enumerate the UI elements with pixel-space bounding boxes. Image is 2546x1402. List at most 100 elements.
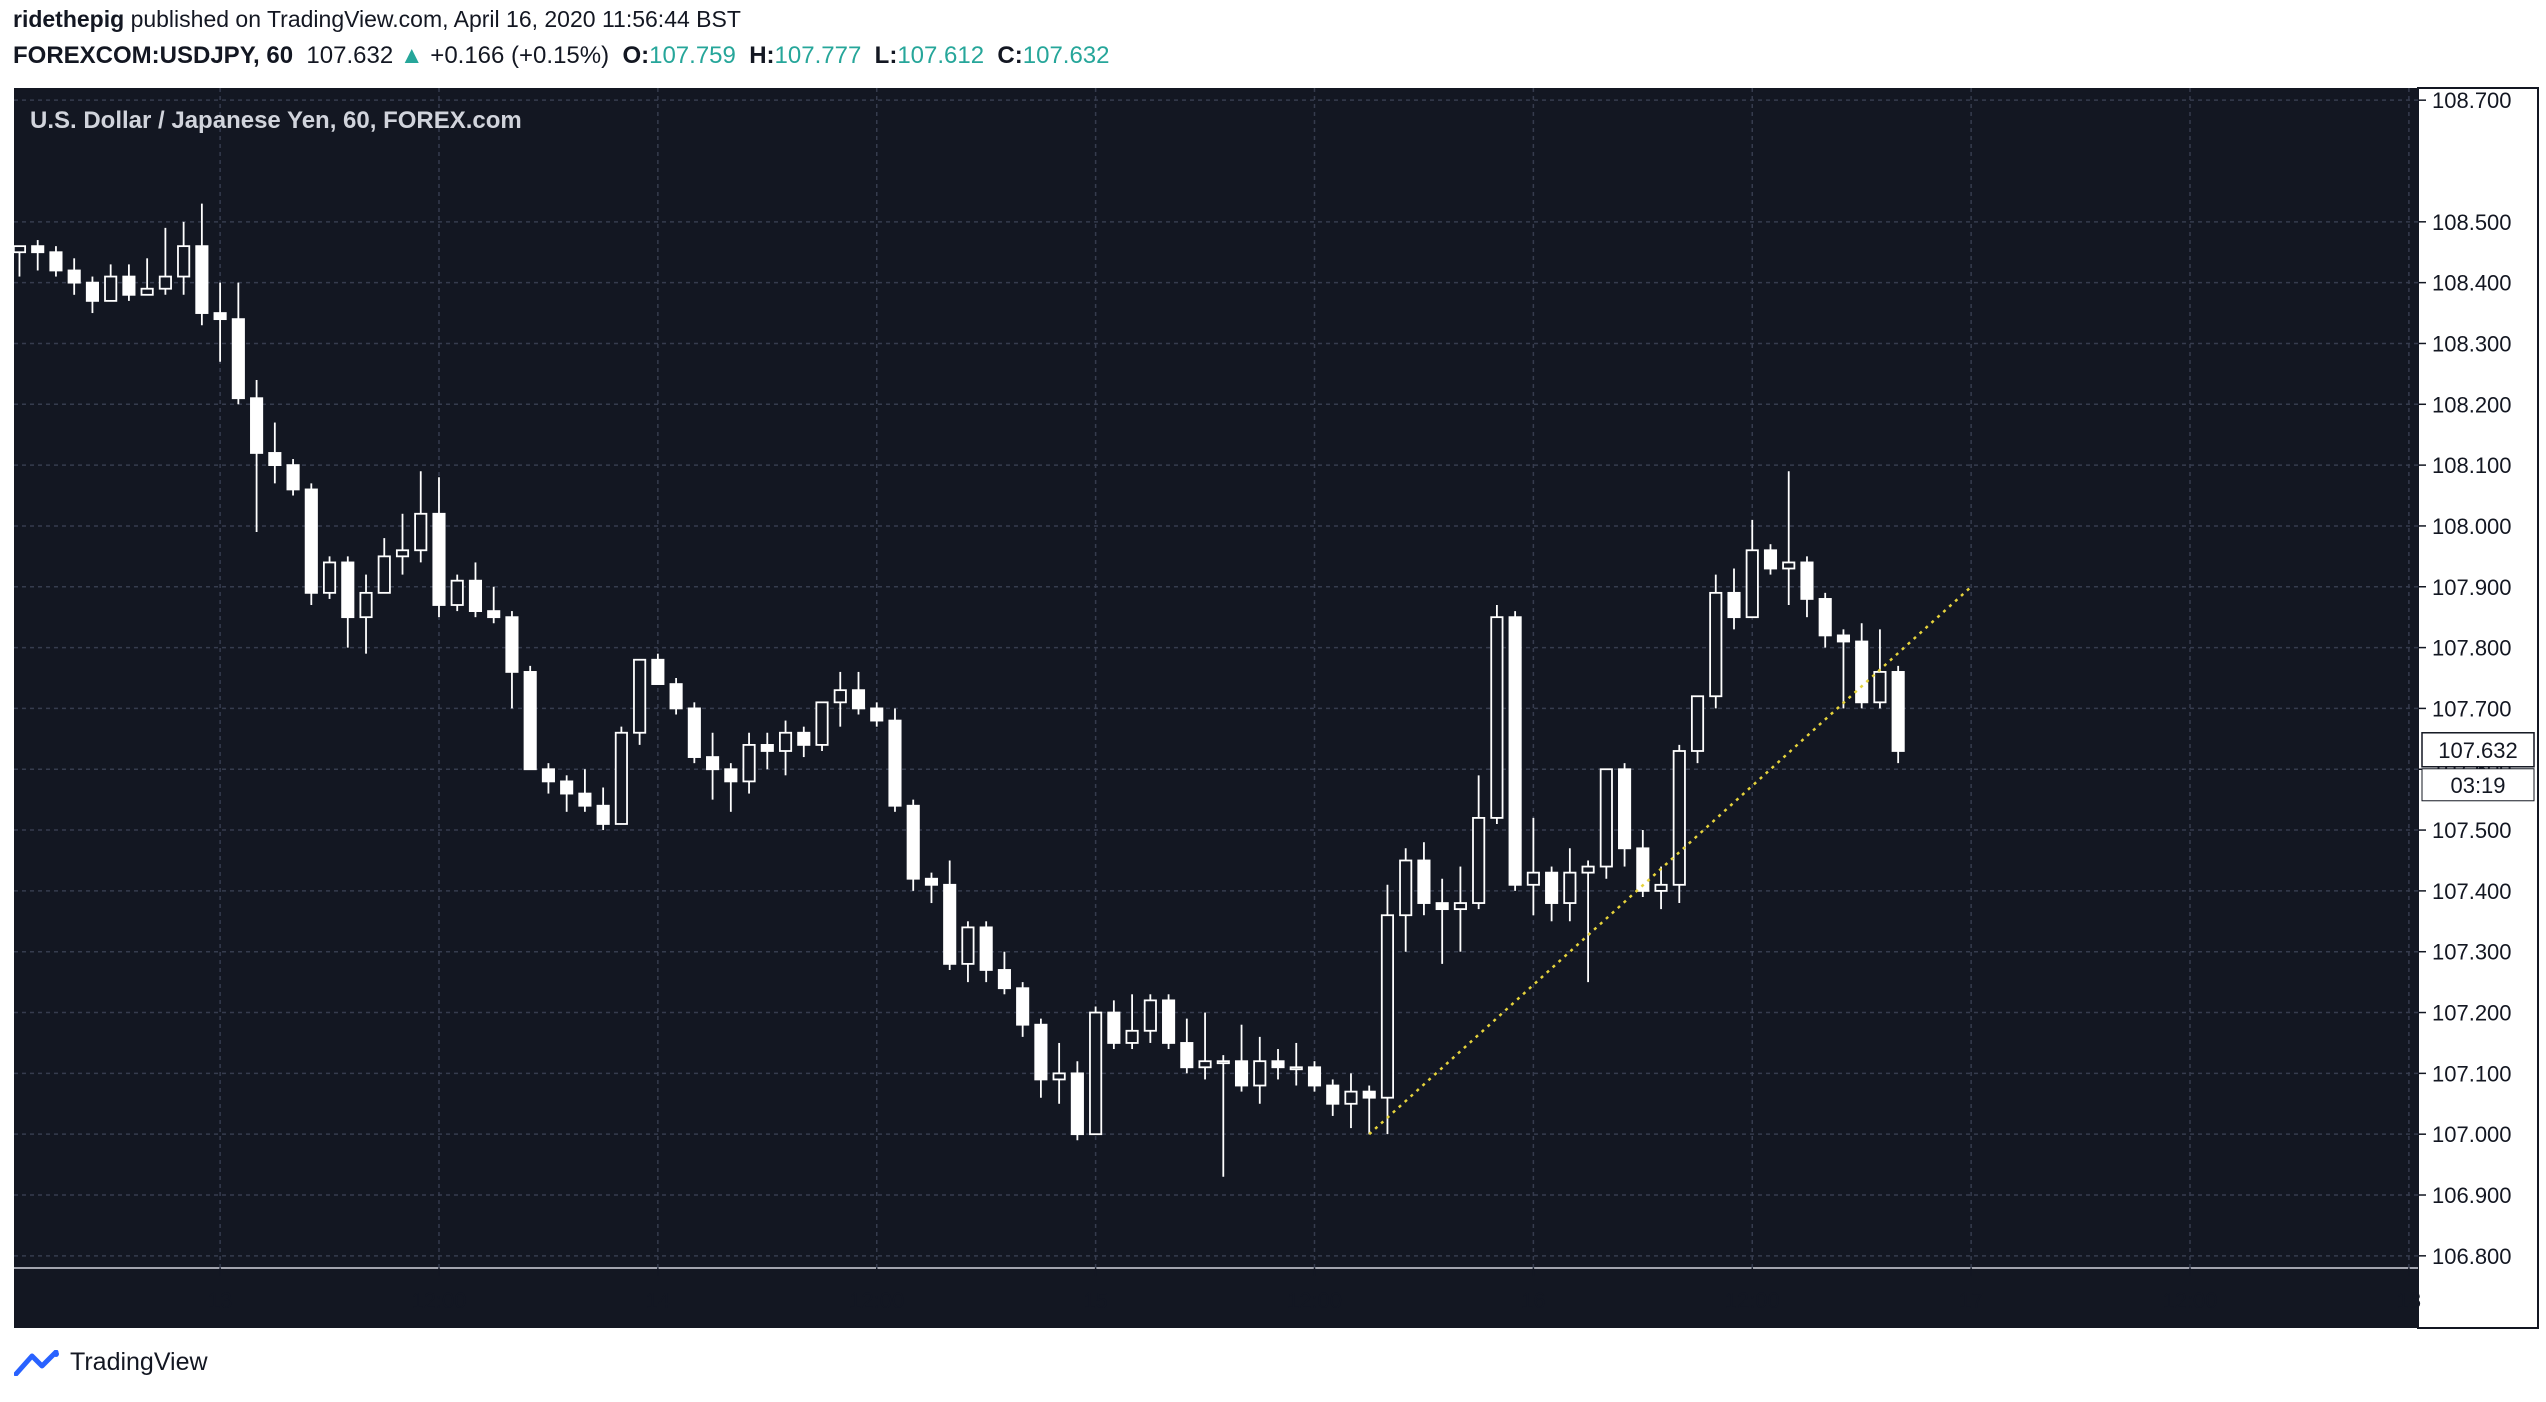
candle-body-up bbox=[1472, 816, 1486, 904]
candle bbox=[1399, 848, 1413, 952]
last-price: 107.632 bbox=[306, 42, 394, 69]
candle-body-up bbox=[1198, 1060, 1212, 1069]
candle bbox=[395, 513, 410, 575]
candle-body-down bbox=[49, 251, 63, 272]
close-value: 107.632 bbox=[1022, 42, 1110, 69]
candle-body-up bbox=[140, 287, 154, 296]
candle bbox=[1143, 994, 1157, 1043]
candle-body-up bbox=[1490, 616, 1504, 819]
candle-body-down bbox=[341, 561, 355, 619]
candle bbox=[1891, 665, 1905, 764]
candle-body-down bbox=[1727, 591, 1741, 619]
candles bbox=[12, 203, 1905, 1177]
candle-body-down bbox=[468, 579, 483, 612]
time-tick-label: 14 bbox=[646, 1288, 670, 1313]
candle bbox=[1016, 982, 1030, 1037]
price-tick-label: 108.500 bbox=[2432, 210, 2512, 235]
tradingview-brand[interactable]: TradingView bbox=[14, 1348, 208, 1377]
author-name[interactable]: ridethepig bbox=[13, 6, 125, 32]
candle-body-up bbox=[450, 579, 464, 606]
candle bbox=[1563, 848, 1577, 922]
close-label: C: bbox=[997, 42, 1023, 69]
candle-body-up bbox=[1089, 1011, 1103, 1136]
time-tick-label: 12:00 bbox=[849, 1288, 904, 1313]
candle bbox=[1745, 519, 1759, 619]
candle bbox=[322, 556, 337, 599]
candle bbox=[742, 732, 756, 794]
candle bbox=[1472, 775, 1486, 910]
candle-body-down bbox=[487, 610, 501, 619]
candle-body-down bbox=[760, 744, 774, 752]
price-tick-label: 107.400 bbox=[2432, 879, 2512, 904]
candle bbox=[341, 556, 355, 648]
candle bbox=[1727, 568, 1741, 630]
candle-body-up bbox=[1709, 591, 1723, 698]
candle bbox=[1690, 695, 1705, 764]
price-tick-label: 108.000 bbox=[2432, 514, 2512, 539]
candle bbox=[1709, 574, 1723, 709]
candle bbox=[1180, 1018, 1194, 1074]
candle-body-up bbox=[1526, 871, 1540, 886]
candle-body-down bbox=[85, 281, 99, 302]
time-tick-label: 18 bbox=[2397, 1288, 2421, 1313]
candle-body-down bbox=[1271, 1060, 1285, 1069]
symbol-label: FOREXCOM:USDJPY, 60 bbox=[13, 42, 294, 69]
candle bbox=[158, 227, 172, 295]
last-price-label: 107.632 bbox=[2438, 738, 2518, 763]
candle-body-up bbox=[742, 744, 756, 783]
candle-body-up bbox=[414, 512, 428, 552]
candle bbox=[961, 921, 975, 983]
candle bbox=[1198, 1012, 1212, 1080]
candle bbox=[304, 483, 318, 606]
candle bbox=[870, 702, 884, 727]
candle bbox=[195, 203, 209, 326]
candle bbox=[1070, 1061, 1084, 1141]
candle-body-up bbox=[833, 689, 847, 704]
candle-body-up bbox=[633, 658, 647, 734]
price-axis[interactable] bbox=[2417, 87, 2539, 1329]
candle-body-down bbox=[870, 707, 884, 722]
candle-body-down bbox=[1362, 1090, 1376, 1099]
candle-body-down bbox=[596, 804, 610, 825]
candle-body-down bbox=[578, 792, 592, 807]
candle-body-down bbox=[1836, 634, 1851, 643]
candle-body-up bbox=[322, 561, 337, 594]
candle bbox=[1417, 842, 1431, 916]
candle-body-down bbox=[1763, 549, 1778, 570]
candle bbox=[67, 258, 81, 295]
candle bbox=[979, 921, 993, 983]
candle-body-up bbox=[1654, 883, 1668, 892]
candle-body-up bbox=[1253, 1060, 1267, 1087]
candle bbox=[1089, 1006, 1103, 1136]
time-tick-label: 17 bbox=[1959, 1288, 1983, 1313]
open-label: O: bbox=[622, 42, 650, 69]
price-tick-label: 106.800 bbox=[2432, 1244, 2512, 1269]
price-tick-label: 107.100 bbox=[2432, 1061, 2512, 1086]
candle bbox=[268, 422, 282, 484]
candle bbox=[12, 245, 27, 277]
candle-body-down bbox=[541, 768, 555, 783]
candle-body-up bbox=[961, 926, 975, 965]
chart-title: U.S. Dollar / Japanese Yen, 60, FOREX.co… bbox=[30, 107, 522, 134]
candle bbox=[1526, 817, 1540, 916]
candle-body-down bbox=[997, 969, 1011, 990]
candle-body-up bbox=[104, 275, 118, 302]
candle-body-down bbox=[432, 512, 446, 606]
candle-body-up bbox=[1581, 865, 1595, 874]
candle bbox=[523, 665, 537, 771]
brand-name: TradingView bbox=[70, 1348, 208, 1376]
candle-body-up bbox=[1380, 914, 1395, 1099]
candle-body-down bbox=[505, 616, 519, 673]
candle-body-down bbox=[797, 731, 811, 746]
candle-body-up bbox=[614, 731, 628, 825]
candle-body-down bbox=[1800, 561, 1814, 600]
candle-body-down bbox=[1818, 598, 1832, 637]
candle-body-down bbox=[1107, 1011, 1121, 1044]
candle-body-down bbox=[1855, 640, 1869, 704]
candle-body-down bbox=[979, 926, 993, 971]
last-price-badge: 107.632 bbox=[2421, 732, 2535, 768]
low-value: 107.612 bbox=[897, 42, 985, 69]
time-tick-label: 12:00 bbox=[1725, 1288, 1780, 1313]
countdown-badge: 03:19 bbox=[2421, 768, 2535, 802]
